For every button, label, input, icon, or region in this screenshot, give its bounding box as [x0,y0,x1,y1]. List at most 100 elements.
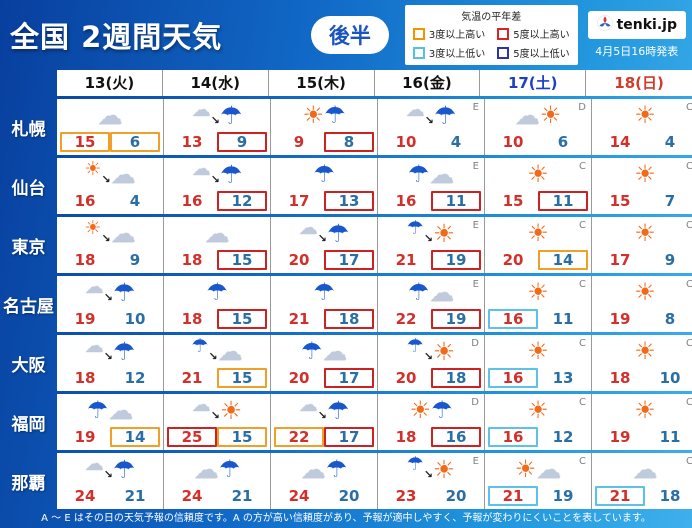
low-temp: 9 [110,249,160,271]
high-temp: 24 [274,485,324,507]
weather-icon: ☂ ☁ [271,335,377,367]
cloud-icon: ☁ [191,393,211,416]
forecast-cell: C ☀ 16 12 [485,394,592,450]
forecast-cell: ☀ ↘ ☁ 16 4 [57,158,164,214]
low-temp-value: 12 [552,428,574,446]
weather-icon: ☁ ☂ [164,453,270,485]
legend-swatch-icon [412,27,425,40]
high-temp: 19 [60,308,110,330]
weather-icon: ☁ ↘ ☂ [271,394,377,426]
rain-icon: ☂ [86,396,109,424]
city-label: 福岡 [11,414,46,435]
low-temp-value: 12 [217,191,267,211]
confidence-label: C [686,161,692,172]
sun-icon: ☀ [432,454,456,484]
column-header: 16(金) [374,70,481,96]
forecast-cell: ☂ 18 15 [164,276,271,332]
low-temp-value: 9 [129,251,141,269]
high-temp-value: 21 [395,251,417,269]
column-header: 18(日) [586,70,692,96]
weather-icon: ☁ ↘ ☂ [164,158,270,190]
sun-icon: ☀ [527,396,549,424]
high-temp-value: 24 [74,487,96,505]
high-temp: 24 [167,485,217,507]
high-temp-value: 22 [395,310,417,328]
sun-icon: ☀ [634,160,656,188]
weather-icon: ☁ [57,99,163,131]
low-temp: 11 [645,426,692,448]
high-temp-value: 20 [395,369,417,387]
rain-icon: ☂ [326,218,350,248]
weather-icon: ☀ [592,99,692,131]
weather-icon: ☁ [164,217,270,249]
sun-icon: ☀ [302,101,324,129]
cloud-icon: ☁ [108,395,134,425]
temperatures: 16 13 [485,367,591,391]
forecast-cell: C ☀ 16 13 [485,335,592,391]
low-temp: 18 [431,367,481,389]
temperatures: 17 9 [592,249,692,273]
weather-icon: ☁ ↘ ☂ [378,99,484,131]
arrow-icon: ↘ [103,290,113,304]
forecast-cell: C ☀ 19 8 [592,276,692,332]
temperatures: 24 21 [164,485,270,509]
confidence-label: C [686,220,692,231]
low-temp: 15 [217,367,267,389]
rain-icon: ☂ [325,455,348,483]
high-temp-value: 15 [502,192,524,210]
arrow-icon: ↘ [101,231,111,245]
high-temp-value: 21 [595,486,645,506]
low-temp-value: 21 [124,487,146,505]
temperature-anomaly-legend: 気温の平年差 3度以上高い 5度以上高い 3度以上低い 5度以上低い [404,5,578,65]
low-temp: 11 [538,308,588,330]
sun-icon: ☀ [634,278,656,306]
temperatures: 10 4 [378,131,484,155]
cloud-icon: ☁ [514,100,540,130]
legend-label: 3度以上高い [428,30,486,41]
arrow-icon: ↘ [208,349,218,363]
cloud-icon: ☁ [204,218,230,248]
high-temp-value: 16 [488,309,538,329]
low-temp: 7 [645,190,692,212]
low-temp-value: 4 [129,192,141,210]
high-temp: 20 [274,249,324,271]
confidence-label: E [472,220,479,231]
low-temp: 20 [324,485,374,507]
temperatures: 13 9 [164,131,270,155]
low-temp-value: 8 [324,132,374,152]
forecast-cell: C ☀ 18 10 [592,335,692,391]
high-temp: 20 [381,367,431,389]
weather-icon: ☁ ↘ ☀ [164,394,270,426]
temperatures: 17 13 [271,190,377,214]
low-temp: 14 [538,249,588,271]
high-temp-value: 19 [609,310,631,328]
city-label: 名古屋 [3,296,54,317]
high-temp: 16 [488,308,538,330]
low-temp: 19 [538,485,588,507]
high-temp-value: 20 [288,251,310,269]
confidence-label: C [686,279,692,290]
low-temp-value: 6 [110,132,160,152]
high-temp: 19 [60,426,110,448]
arrow-icon: ↘ [101,172,111,186]
high-temp: 16 [60,190,110,212]
temperatures: 25 15 [164,426,270,450]
temperatures: 20 17 [271,367,377,391]
forecast-cell: ☁ ↘ ☂ 22 17 [271,394,378,450]
weather-icon: ☀ [485,276,591,308]
forecast-row: 東京 ☀ ↘ ☁ 18 9 ☁ 18 15 ☁ ↘ ☂ 20 17 E ☂ ↘ ☀ 21 19 C ☀ 20 14 C ☀ 17 9 [0,217,692,273]
low-temp: 17 [324,426,374,448]
high-temp-value: 15 [60,132,110,152]
cloud-icon: ☁ [84,334,104,357]
rain-icon: ☂ [112,277,136,307]
city-label: 大阪 [11,355,46,376]
confidence-label: C [579,338,586,349]
forecast-cell: ☁ ↘ ☂ 18 12 [57,335,164,391]
low-temp-value: 11 [431,191,481,211]
high-temp-value: 16 [74,192,96,210]
weather-icon: ☂ ☁ [57,394,163,426]
arrow-icon: ↘ [423,467,433,481]
forecast-table: 13(火) 14(水) 15(木) 16(金) 17(土) 18(日) 札幌 ☁ 15 6 ☁ ↘ ☂… [0,70,692,512]
high-temp-value: 20 [502,251,524,269]
